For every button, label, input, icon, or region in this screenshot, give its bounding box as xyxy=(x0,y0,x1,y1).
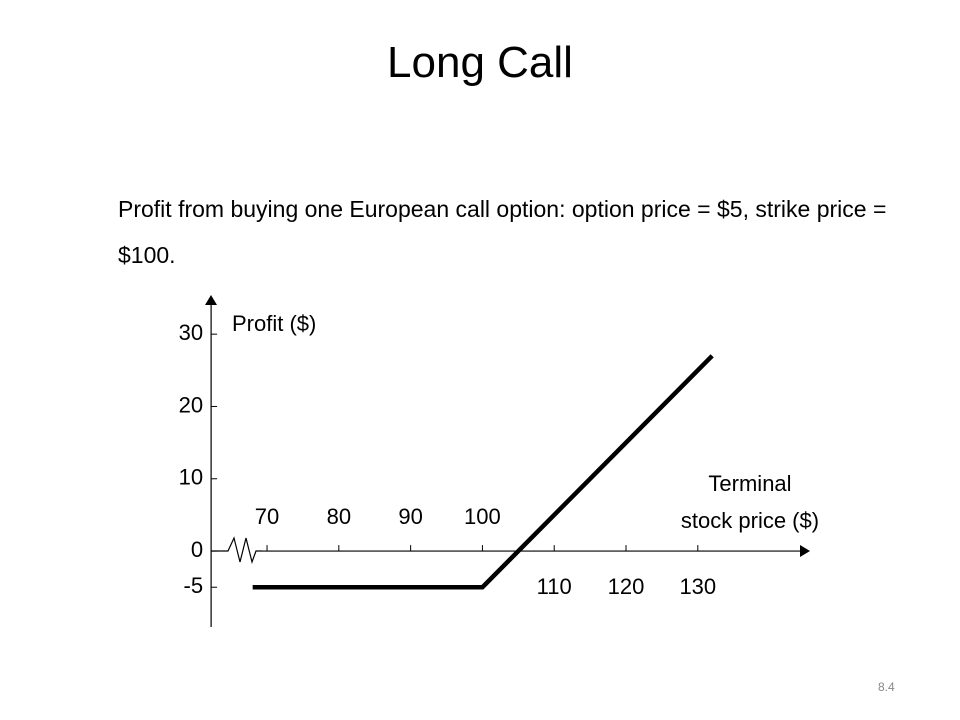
x-tick-label: 120 xyxy=(608,574,645,599)
x-tick-label: 70 xyxy=(255,504,279,529)
page-number: 8.4 xyxy=(878,680,895,694)
x-tick-label: 130 xyxy=(679,574,716,599)
slide-title: Long Call xyxy=(387,38,573,87)
y-tick-label: 20 xyxy=(179,392,203,417)
y-axis-label: Profit ($) xyxy=(232,311,316,336)
x-tick-label: 100 xyxy=(464,504,501,529)
profit-line xyxy=(252,354,714,590)
x-tick-label: 80 xyxy=(327,504,351,529)
x-tick-label: 90 xyxy=(398,504,422,529)
y-tick-label: 10 xyxy=(179,465,203,490)
slide-subtitle: Profit from buying one European call opt… xyxy=(118,196,887,268)
y-tick-label: 0 xyxy=(191,537,203,562)
x-tick-label: 110 xyxy=(537,574,572,599)
y-tick-label: 30 xyxy=(179,320,203,345)
x-axis-label: stock price ($) xyxy=(681,508,819,533)
y-tick-label: -5 xyxy=(184,573,204,598)
axis-break xyxy=(211,536,262,565)
x-axis-label: Terminal xyxy=(708,471,791,496)
